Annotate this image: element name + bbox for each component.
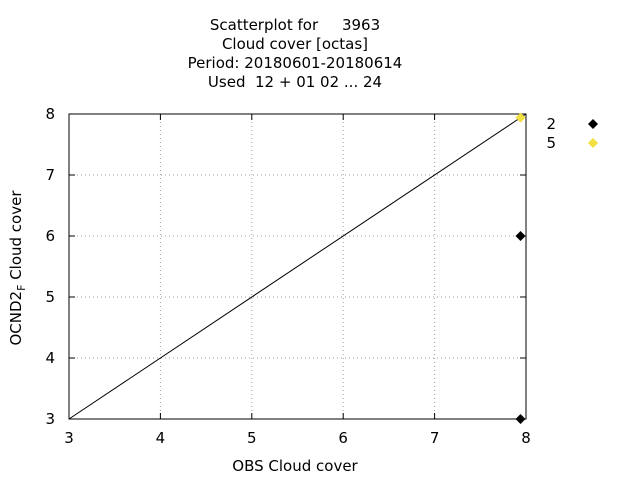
- y-axis-label: OCND2F Cloud cover: [7, 190, 28, 346]
- plot-frame: [68, 113, 527, 420]
- legend-marker-series-2: [588, 119, 598, 129]
- x-tick-label: 7: [430, 429, 440, 447]
- y-tick-label: 3: [45, 410, 55, 428]
- legend-label-series-5: 5: [546, 134, 556, 152]
- y-tick-label: 4: [45, 349, 55, 367]
- x-tick-label: 6: [338, 429, 348, 447]
- title-line-4: Used 12 + 01 02 ... 24: [207, 73, 383, 91]
- data-point-series-2: [515, 231, 526, 241]
- y-tick-label: 8: [45, 105, 55, 123]
- y-axis-label-main: OCND2: [7, 291, 25, 346]
- y-tick-label: 7: [45, 166, 55, 184]
- y-axis-label-tail: Cloud cover: [7, 190, 25, 285]
- x-tick-label: 4: [156, 429, 166, 447]
- x-axis-label: OBS Cloud cover: [232, 457, 358, 475]
- reference-line: [68, 113, 527, 420]
- legend: 25: [546, 115, 598, 152]
- title-line-3: Period: 20180601-20180614: [187, 54, 403, 72]
- ticks: 3 4 5 6 7 8 3 4 5 6 7 8: [45, 105, 530, 447]
- data-point-series-5: [515, 112, 526, 123]
- grid: [69, 114, 526, 419]
- y-tick-label: 6: [45, 227, 55, 245]
- data-point-series-2: [515, 414, 526, 424]
- x-tick-label: 8: [521, 429, 531, 447]
- title-line-1: Scatterplot for 3963: [209, 16, 381, 34]
- x-tick-label: 3: [64, 429, 74, 447]
- legend-label-series-2: 2: [546, 115, 556, 133]
- title-line-2: Cloud cover [octas]: [221, 35, 369, 53]
- chart-title: Scatterplot for 3963 Cloud cover [octas]…: [0, 16, 590, 92]
- y-axis-label-subscript: F: [15, 285, 28, 291]
- data-points: [515, 112, 526, 424]
- legend-marker-series-5: [588, 138, 598, 148]
- x-tick-label: 5: [247, 429, 257, 447]
- y-tick-label: 5: [45, 288, 55, 306]
